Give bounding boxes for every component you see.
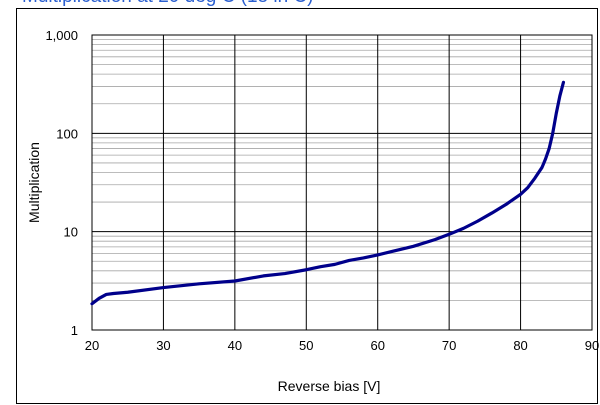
y-tick-label: 10	[64, 225, 78, 240]
chart-title-strip: Multiplication at 20 deg C (18 in C)	[0, 0, 600, 8]
y-tick-label: 1	[71, 323, 78, 338]
plot-area-border	[91, 34, 593, 331]
x-tick-labels: 20 30 40 50 60 70 80 90	[85, 338, 599, 353]
y-tick-label: 1,000	[45, 28, 78, 43]
x-tick-label: 90	[585, 338, 599, 353]
series-line	[90, 80, 566, 306]
x-tick-label: 50	[299, 338, 313, 353]
x-tick-label: 30	[156, 338, 170, 353]
y-tick-labels: 1 10 100 1,000	[45, 28, 78, 338]
x-tick-label: 80	[513, 338, 527, 353]
x-axis-title: Reverse bias [V]	[278, 378, 381, 394]
x-tick-label: 70	[442, 338, 456, 353]
x-tick-label: 60	[370, 338, 384, 353]
series-layer	[90, 80, 566, 306]
y-tick-label: 100	[56, 126, 78, 141]
chart-title: Multiplication at 20 deg C (18 in C)	[22, 0, 313, 8]
x-tick-label: 20	[85, 338, 99, 353]
y-axis-title: Multiplication	[26, 142, 42, 223]
x-tick-label: 40	[228, 338, 242, 353]
